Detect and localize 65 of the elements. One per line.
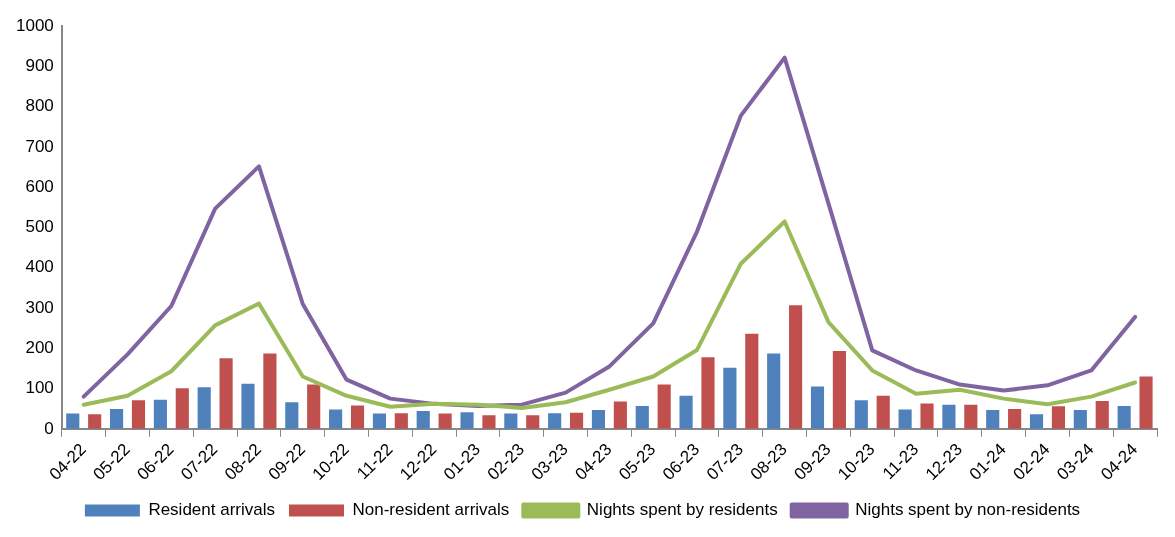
bar <box>591 409 606 429</box>
y-tick-label: 0 <box>44 418 54 438</box>
bar <box>679 395 693 429</box>
bar <box>1117 405 1131 429</box>
bar <box>110 409 124 429</box>
y-tick-label: 200 <box>25 337 54 357</box>
bar <box>789 305 803 429</box>
bar <box>810 386 825 429</box>
bar <box>767 353 781 429</box>
bar <box>153 399 167 429</box>
bar <box>832 351 846 429</box>
bar <box>898 409 912 429</box>
bar <box>394 413 408 429</box>
bar <box>526 415 540 429</box>
y-tick-label: 400 <box>25 257 54 277</box>
bar <box>263 353 277 429</box>
bar <box>460 412 474 429</box>
bar <box>307 384 321 429</box>
y-tick-label: 100 <box>25 378 54 398</box>
bar <box>657 384 671 429</box>
bar <box>175 388 189 429</box>
y-tick-label: 300 <box>25 297 54 317</box>
bar <box>569 412 584 429</box>
bar <box>745 333 759 429</box>
bar <box>942 404 956 429</box>
bar <box>1139 376 1153 429</box>
bar <box>350 405 365 429</box>
bar <box>876 395 890 429</box>
legend-label: Nights spent by residents <box>586 500 778 520</box>
bar <box>504 413 518 429</box>
bar <box>372 413 386 429</box>
bar <box>701 357 715 429</box>
bar <box>285 402 299 429</box>
bar <box>1008 409 1022 429</box>
bar <box>131 400 146 429</box>
bar <box>219 358 233 429</box>
bar <box>1029 414 1044 429</box>
legend-label: Resident arrivals <box>148 500 275 520</box>
bar <box>1095 401 1109 429</box>
y-tick-label: 800 <box>25 96 54 116</box>
bar <box>635 405 649 429</box>
bar <box>613 401 627 429</box>
y-tick-label: 900 <box>25 56 54 76</box>
bar <box>1051 406 1066 429</box>
bar <box>88 414 102 429</box>
legend-label: Nights spent by non-residents <box>855 500 1081 520</box>
bar <box>548 413 562 429</box>
bar <box>854 400 868 429</box>
bar <box>482 415 496 429</box>
bar <box>920 403 934 429</box>
bar <box>241 383 255 429</box>
bar <box>416 411 430 429</box>
bar <box>329 409 343 429</box>
bar <box>438 413 452 429</box>
y-tick-label: 600 <box>25 176 54 196</box>
bar <box>66 413 80 429</box>
y-tick-label: 1000 <box>15 15 54 35</box>
bar <box>197 387 211 429</box>
bar <box>723 367 737 429</box>
bar <box>1073 409 1087 429</box>
legend-label: Non-resident arrivals <box>352 500 510 520</box>
y-tick-label: 700 <box>25 136 54 156</box>
bar <box>986 409 1000 429</box>
bar <box>964 404 978 429</box>
y-tick-label: 500 <box>25 217 54 237</box>
